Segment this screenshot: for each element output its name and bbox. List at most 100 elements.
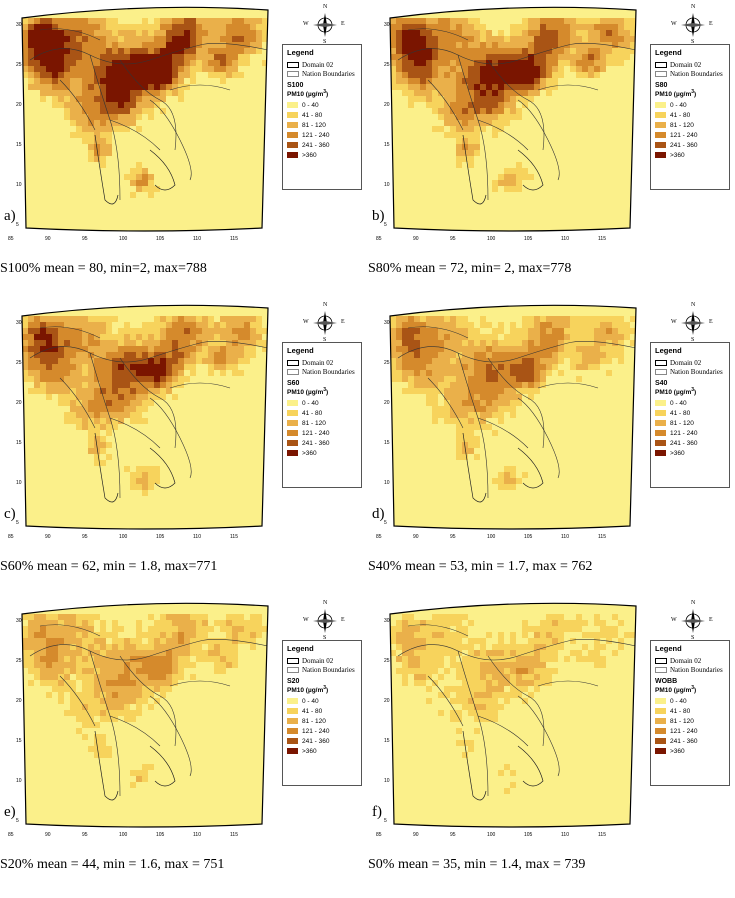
legend-class: 241 - 360 (287, 736, 357, 746)
compass-e-label: E (709, 21, 713, 27)
y-tick-label: 10 (16, 182, 22, 188)
legend-class: 241 - 360 (655, 736, 725, 746)
legend-title: Legend (655, 48, 682, 57)
pm10-map (389, 6, 637, 232)
legend-boundaries: Nation Boundaries (287, 69, 357, 78)
compass-rose-icon: N S E W (303, 4, 345, 45)
legend-class: 41 - 80 (287, 408, 357, 418)
legend-class: >360 (287, 448, 357, 458)
legend-class: 41 - 80 (287, 110, 357, 120)
y-tick-label: 30 (16, 618, 22, 624)
legend-unit: PM10 (µg/m3) (655, 89, 697, 99)
legend-domain: Domain 02 (655, 60, 725, 69)
legend-scenario: S20 (287, 678, 300, 685)
x-tick-label: 115 (598, 832, 606, 838)
compass-w-label: W (671, 21, 677, 27)
y-tick-label: 10 (16, 480, 22, 486)
legend-domain: Domain 02 (287, 656, 357, 665)
compass-rose-icon: N S E W (671, 600, 713, 641)
panel-stats: S20% mean = 44, min = 1.6, max = 751 (0, 857, 225, 872)
x-tick-label: 105 (156, 236, 165, 242)
x-tick-label: 115 (230, 534, 238, 540)
compass-e-label: E (341, 319, 345, 325)
legend-class: 0 - 40 (287, 696, 357, 706)
x-tick-label: 95 (82, 534, 88, 540)
y-tick-label: 15 (16, 142, 22, 148)
y-tick-label: 25 (16, 62, 22, 68)
legend-unit: PM10 (µg/m3) (655, 387, 697, 397)
legend-class: 81 - 120 (655, 716, 725, 726)
y-tick-label: 15 (384, 738, 390, 744)
legend-class: 41 - 80 (287, 706, 357, 716)
legend-boundaries: Nation Boundaries (655, 665, 725, 674)
legend-title: Legend (287, 644, 314, 653)
compass-n-label: N (323, 302, 328, 308)
legend-unit: PM10 (µg/m3) (655, 685, 697, 695)
compass-rose-icon: N S E W (303, 302, 345, 343)
x-tick-label: 115 (598, 236, 606, 242)
legend-unit: PM10 (µg/m3) (287, 387, 329, 397)
panel-label: e) (4, 804, 16, 820)
compass-s-label: S (323, 39, 327, 45)
legend-domain: Domain 02 (287, 358, 357, 367)
y-tick-label: 10 (16, 778, 22, 784)
pm10-map (21, 304, 269, 530)
x-tick-label: 105 (156, 534, 165, 540)
map-panel: 85 90 95 100 105 110 115 30 25 20 15 10 5 e) N S E W Legen… (0, 596, 367, 895)
legend-boundaries: Nation Boundaries (287, 665, 357, 674)
compass-w-label: W (303, 21, 309, 27)
compass-n-label: N (323, 4, 328, 10)
x-tick-label: 90 (45, 534, 51, 540)
compass-n-label: N (323, 600, 328, 606)
panel-stats: S0% mean = 35, min = 1.4, max = 739 (368, 857, 586, 872)
legend-class: >360 (655, 150, 725, 160)
panel-stats: S40% mean = 53, min = 1.7, max = 762 (368, 559, 593, 574)
x-tick-label: 90 (45, 236, 51, 242)
compass-rose-icon: N S E W (671, 302, 713, 343)
legend-class: 41 - 80 (655, 408, 725, 418)
y-tick-label: 20 (384, 102, 390, 108)
map-panel: 85 90 95 100 105 110 115 30 25 20 15 10 5 a) N S E W Legen… (0, 0, 367, 299)
x-tick-label: 95 (450, 236, 456, 242)
legend-class: 241 - 360 (287, 140, 357, 150)
y-tick-label: 5 (384, 818, 387, 824)
legend-class: 81 - 120 (655, 120, 725, 130)
legend-class: 241 - 360 (655, 438, 725, 448)
panel-label: d) (372, 506, 385, 522)
compass-s-label: S (323, 635, 327, 641)
x-tick-label: 85 (8, 534, 14, 540)
legend-unit: PM10 (µg/m3) (287, 89, 329, 99)
map-panel: 85 90 95 100 105 110 115 30 25 20 15 10 5 d) N S E W Legen… (368, 298, 735, 597)
compass-w-label: W (303, 617, 309, 623)
x-tick-label: 115 (230, 832, 238, 838)
x-tick-label: 100 (487, 236, 496, 242)
y-tick-label: 25 (384, 62, 390, 68)
x-tick-label: 115 (230, 236, 238, 242)
legend-boundaries: Nation Boundaries (655, 367, 725, 376)
legend-domain: Domain 02 (655, 656, 725, 665)
y-tick-label: 15 (16, 738, 22, 744)
x-tick-label: 110 (193, 832, 201, 838)
x-tick-label: 85 (8, 236, 14, 242)
compass-e-label: E (341, 617, 345, 623)
legend-class: 121 - 240 (287, 726, 357, 736)
legend-unit: PM10 (µg/m3) (287, 685, 329, 695)
y-tick-label: 25 (16, 360, 22, 366)
x-tick-label: 90 (413, 832, 419, 838)
panel-stats: S60% mean = 62, min = 1.8, max=771 (0, 559, 218, 574)
compass-s-label: S (323, 337, 327, 343)
y-tick-label: 20 (384, 698, 390, 704)
map-legend: Legend Domain 02 Nation Boundaries S100 PM10… (282, 44, 362, 190)
x-tick-label: 90 (413, 236, 419, 242)
panel-label: f) (372, 804, 382, 820)
legend-class: 81 - 120 (287, 418, 357, 428)
compass-e-label: E (709, 617, 713, 623)
compass-rose-icon: N S E W (303, 600, 345, 641)
map-legend: Legend Domain 02 Nation Boundaries S20 PM10 … (282, 640, 362, 786)
y-tick-label: 10 (384, 480, 390, 486)
legend-class: 121 - 240 (655, 428, 725, 438)
legend-class: 241 - 360 (287, 438, 357, 448)
x-tick-label: 90 (413, 534, 419, 540)
compass-e-label: E (709, 319, 713, 325)
y-tick-label: 10 (384, 778, 390, 784)
